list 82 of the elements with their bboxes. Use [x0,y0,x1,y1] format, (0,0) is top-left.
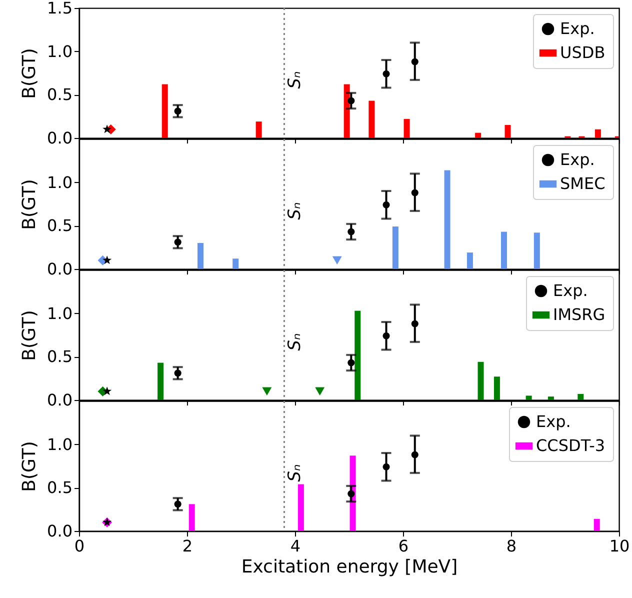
point [382,201,390,208]
y-tick-label: 0.0 [47,522,72,540]
bar [298,484,304,531]
point [382,70,390,78]
y-tick-label: 0.5 [47,85,72,104]
legend-label: SMEC [560,174,606,193]
ref-line-label: Sₙ [285,71,306,89]
ref-line-label: Sₙ [285,464,306,482]
point [262,387,272,396]
y-tick-label: 0.5 [47,478,72,498]
legend-label: USDB [560,43,606,62]
point [174,238,182,246]
point [102,386,112,396]
point [174,108,182,115]
x-tick-label: 0 [74,536,85,556]
x-tick-label: 2 [182,536,193,556]
point [174,500,182,508]
legend-label: Exp. [560,19,595,38]
bar [392,226,398,269]
bar [354,310,361,400]
legend-label: CCSDT-3 [536,436,606,455]
bar [548,396,554,400]
point [102,256,112,264]
y-tick-label: 1.0 [47,42,72,61]
bar [188,504,195,531]
y-tick-label: 0.5 [47,347,72,366]
point [332,256,342,264]
point [315,387,325,396]
ref-line-label: Sₙ [285,333,306,351]
bar [198,243,204,269]
point [348,490,355,498]
point [411,451,418,458]
legend-label: Exp. [536,412,571,431]
point [102,124,112,134]
y-axis-title: B(GT) [19,179,40,230]
y-axis-title: B(GT) [19,441,40,492]
point [411,320,418,328]
x-tick-label: 4 [290,536,301,556]
bar [578,394,584,400]
bar [500,232,507,269]
point [411,58,418,66]
bar [232,258,239,269]
x-tick-label: 10 [609,536,630,556]
y-axis-title: B(GT) [19,48,40,99]
bar [475,132,482,138]
y-tick-label: 0.0 [47,128,72,148]
point [382,332,390,340]
bar [158,362,164,400]
y-tick-label: 0.5 [47,216,72,236]
point [411,189,418,196]
point [382,463,390,470]
x-tick-label: 6 [398,536,409,556]
point [348,359,355,366]
y-tick-label: 1.0 [47,434,72,454]
bar [494,376,500,400]
bar [162,84,168,138]
bar [594,518,600,531]
point [348,97,355,104]
bar [504,125,511,138]
legend-label: Exp. [560,150,595,169]
legend-label: Exp. [553,281,588,300]
bar [594,129,601,138]
bar [466,252,473,269]
y-tick-label: 1.5 [47,0,72,18]
y-tick-label: 1.0 [47,304,72,323]
x-tick-label: 8 [506,536,517,556]
ref-line-label: Sₙ [285,202,306,220]
bar [444,170,450,269]
bar [256,122,262,138]
bar [404,118,410,138]
y-tick-label: 0.0 [47,390,72,410]
bar [534,232,540,269]
y-tick-label: 1.0 [47,172,72,192]
bar [368,100,375,138]
bar [478,362,484,400]
x-axis-title: Excitation energy [MeV] [241,556,458,578]
point [348,228,355,236]
point [174,370,182,377]
y-axis-title: B(GT) [19,310,40,361]
legend-label: IMSRG [553,305,606,324]
y-tick-label: 0.0 [47,260,72,278]
bar [526,396,532,400]
